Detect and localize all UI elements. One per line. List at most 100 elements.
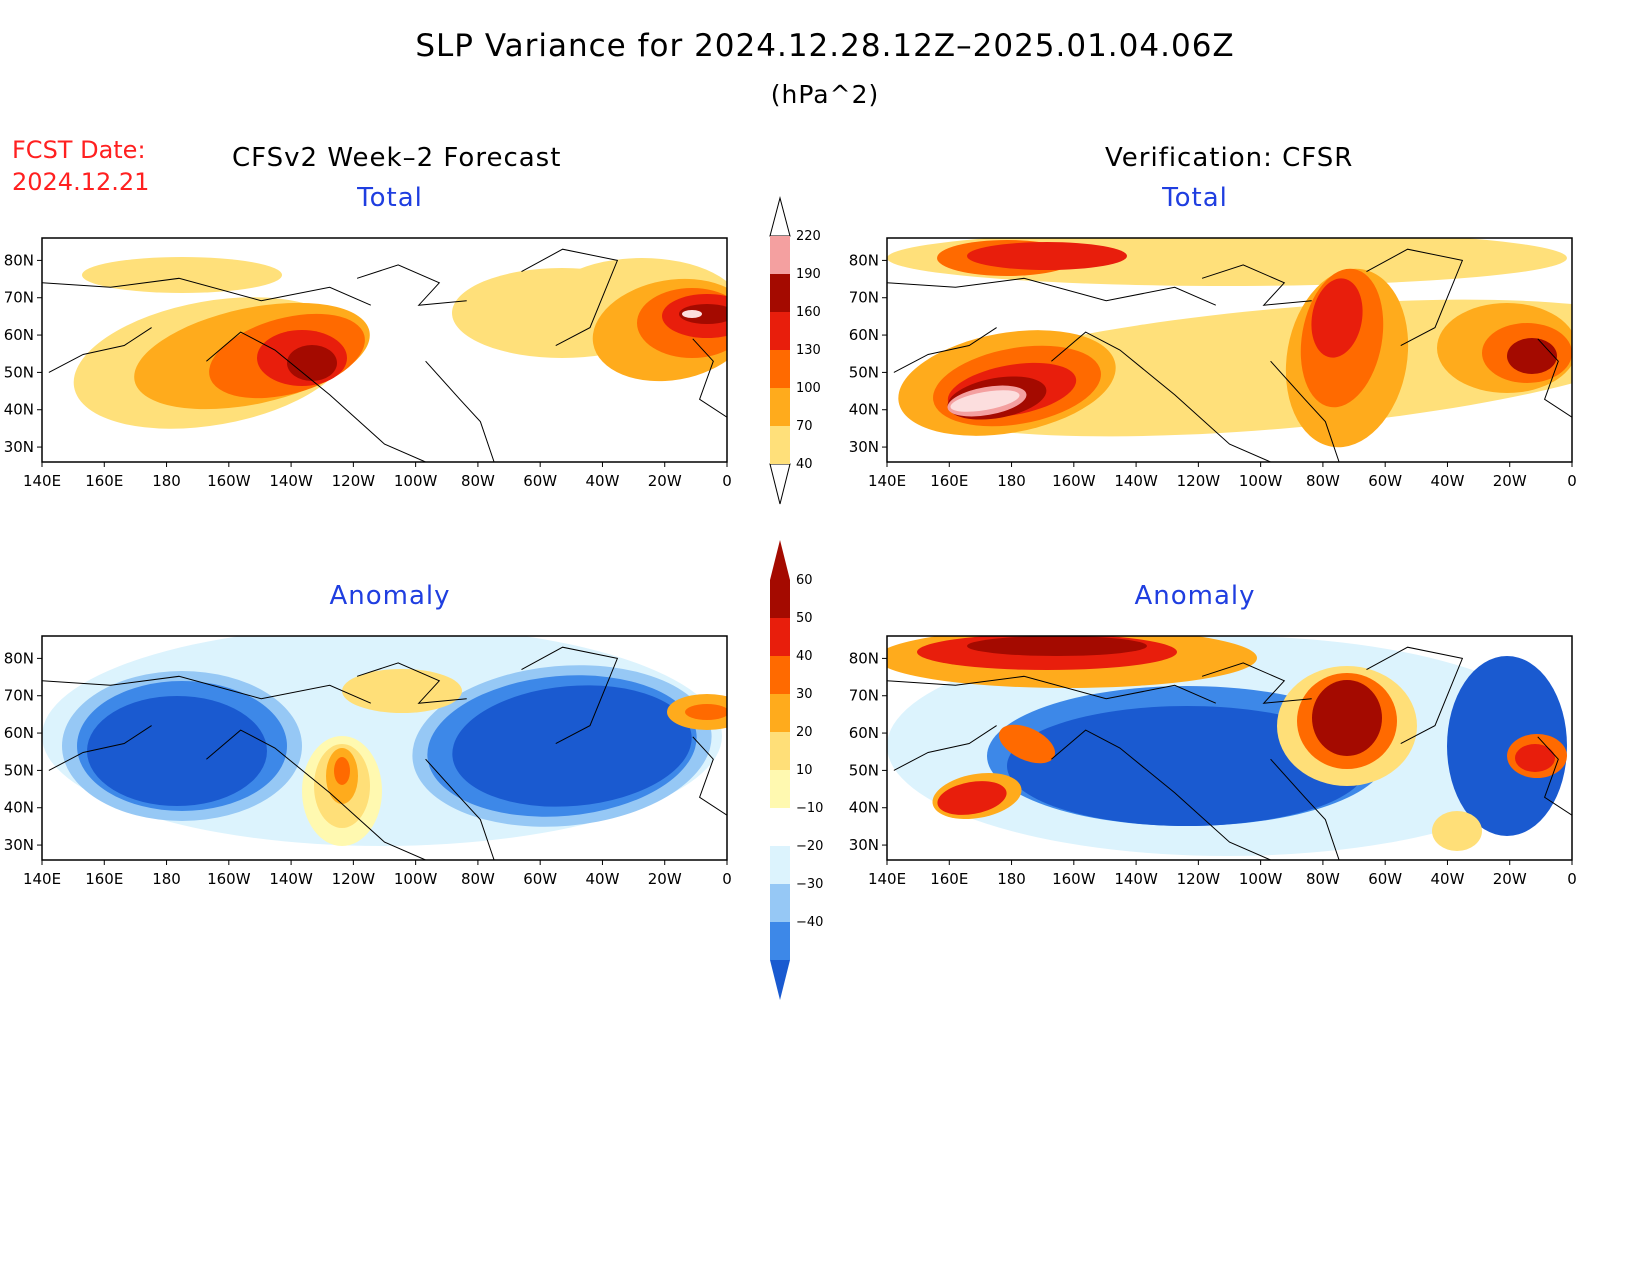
forecast-total-map: 140E 160E 180 160W 140W 120W 100W 80W 60W 40W 20W 0… xyxy=(4,237,732,490)
lat-tick-label: 30N xyxy=(849,836,879,854)
map-frame xyxy=(41,635,728,861)
lon-tick-label: 140W xyxy=(269,472,313,490)
lon-tick-label: 140E xyxy=(23,870,61,888)
colorbar-segment xyxy=(770,808,790,846)
coastline xyxy=(356,662,467,704)
verification-anomaly-map: 140E 160E 180 160W 140W 120W 100W 80W 60W 40W 20W 0… xyxy=(849,635,1577,888)
coastline xyxy=(1051,729,1271,860)
lon-tick-label: 60W xyxy=(1368,870,1402,888)
lon-tick-label: 140E xyxy=(868,472,906,490)
main-title: SLP Variance for 2024.12.28.12Z–2025.01.… xyxy=(415,28,1235,64)
lon-tick-label: 80W xyxy=(461,870,495,888)
colorbar-segment xyxy=(770,770,790,808)
lat-tick-label: 30N xyxy=(4,438,34,456)
lat-tick-label: 60N xyxy=(849,724,879,742)
lon-tick-label: 180 xyxy=(997,472,1026,490)
lat-tick-label: 80N xyxy=(4,251,34,269)
lat-tick-label: 70N xyxy=(849,289,879,307)
map-frame xyxy=(41,237,728,463)
coastline xyxy=(1366,646,1464,744)
forecast-date: 2024.12.21 xyxy=(12,168,150,196)
lon-tick-label: 160W xyxy=(1052,870,1096,888)
lon-tick-label: 160E xyxy=(930,870,968,888)
coastline xyxy=(425,758,495,860)
colorbar-tick-label: 50 xyxy=(796,611,813,626)
lon-tick-label: 160E xyxy=(85,472,123,490)
lon-tick-label: 80W xyxy=(461,472,495,490)
colorbar-tick-label: 160 xyxy=(796,305,821,320)
contour-blob xyxy=(967,242,1127,270)
panel-title-verification-total: Total xyxy=(1162,183,1228,213)
coastline xyxy=(1201,662,1312,704)
coastline xyxy=(42,277,371,306)
colorbar-tick-label: 100 xyxy=(796,381,821,396)
colorbar-segment xyxy=(770,656,790,694)
coastline xyxy=(1270,360,1340,462)
panel-title-verification-anomaly: Anomaly xyxy=(1134,581,1256,611)
colorbar-tick-label: 20 xyxy=(796,725,813,740)
coastline xyxy=(1051,331,1271,462)
contour-blob xyxy=(967,636,1147,656)
coastline xyxy=(692,338,727,418)
lat-tick-label: 70N xyxy=(4,289,34,307)
coastline xyxy=(521,646,619,744)
lon-tick-label: 60W xyxy=(1368,472,1402,490)
forecast-anomaly-map: 140E 160E 180 160W 140W 120W 100W 80W 60W 40W 20W 0… xyxy=(4,635,732,888)
colorbar-tick-label: 220 xyxy=(796,229,821,244)
colorbar-segment xyxy=(770,618,790,656)
colorbar-segment xyxy=(770,732,790,770)
contour-blob xyxy=(998,724,1056,764)
lon-tick-label: 160W xyxy=(207,472,251,490)
lon-tick-label: 100W xyxy=(1239,870,1283,888)
lon-tick-label: 120W xyxy=(332,472,376,490)
lat-tick-label: 40N xyxy=(4,799,34,817)
lon-tick-label: 100W xyxy=(394,472,438,490)
lon-tick-label: 0 xyxy=(1567,472,1577,490)
lon-tick-label: 160W xyxy=(1052,472,1096,490)
lon-tick-label: 20W xyxy=(1493,870,1527,888)
lon-tick-label: 20W xyxy=(648,870,682,888)
contour-blob xyxy=(334,757,350,785)
contour-blob xyxy=(1432,811,1482,851)
colorbar-tick-label: 130 xyxy=(796,343,821,358)
colorbar-segment xyxy=(770,426,790,464)
lon-tick-label: 120W xyxy=(332,870,376,888)
colorbar-segment xyxy=(770,388,790,426)
coastline xyxy=(206,331,426,462)
contour-blob xyxy=(452,685,692,807)
lat-tick-label: 50N xyxy=(4,363,34,381)
coastline xyxy=(42,675,371,704)
coastline xyxy=(1201,264,1312,306)
colorbar-tick-label: 60 xyxy=(796,573,813,588)
forecast-column-header: CFSv2 Week–2 Forecast xyxy=(232,143,562,173)
lon-tick-label: 20W xyxy=(648,472,682,490)
colorbar-tick-label: 10 xyxy=(796,763,813,778)
colorbar-segment xyxy=(770,580,790,618)
lat-tick-label: 70N xyxy=(4,687,34,705)
lat-tick-label: 40N xyxy=(849,401,879,419)
lon-tick-label: 40W xyxy=(585,472,619,490)
lon-tick-label: 140E xyxy=(868,870,906,888)
lon-tick-label: 160W xyxy=(207,870,251,888)
verification-column-header: Verification: CFSR xyxy=(1105,143,1354,173)
lon-tick-label: 0 xyxy=(722,472,732,490)
anomaly-colorbar: 60 50 40 30 20 10 −10 −20 −30 −40 xyxy=(770,540,823,1000)
coastline xyxy=(692,736,727,816)
contour-blob xyxy=(682,310,702,318)
coastline xyxy=(1537,338,1572,418)
coastline xyxy=(887,277,1216,306)
lon-tick-label: 140W xyxy=(1114,870,1158,888)
colorbar-segment xyxy=(770,884,790,922)
lon-tick-label: 180 xyxy=(152,870,181,888)
lon-tick-label: 160E xyxy=(930,472,968,490)
colorbar-tick-label: 30 xyxy=(796,687,813,702)
coastline xyxy=(893,327,997,373)
lat-tick-label: 30N xyxy=(849,438,879,456)
lat-tick-label: 50N xyxy=(849,761,879,779)
lon-tick-label: 100W xyxy=(394,870,438,888)
colorbar-segment xyxy=(770,274,790,312)
coastline xyxy=(48,327,152,373)
coastline xyxy=(206,729,426,860)
panel-title-forecast-anomaly: Anomaly xyxy=(329,581,451,611)
total-colorbar: 40 70 100 130 160 190 220 xyxy=(769,196,821,505)
